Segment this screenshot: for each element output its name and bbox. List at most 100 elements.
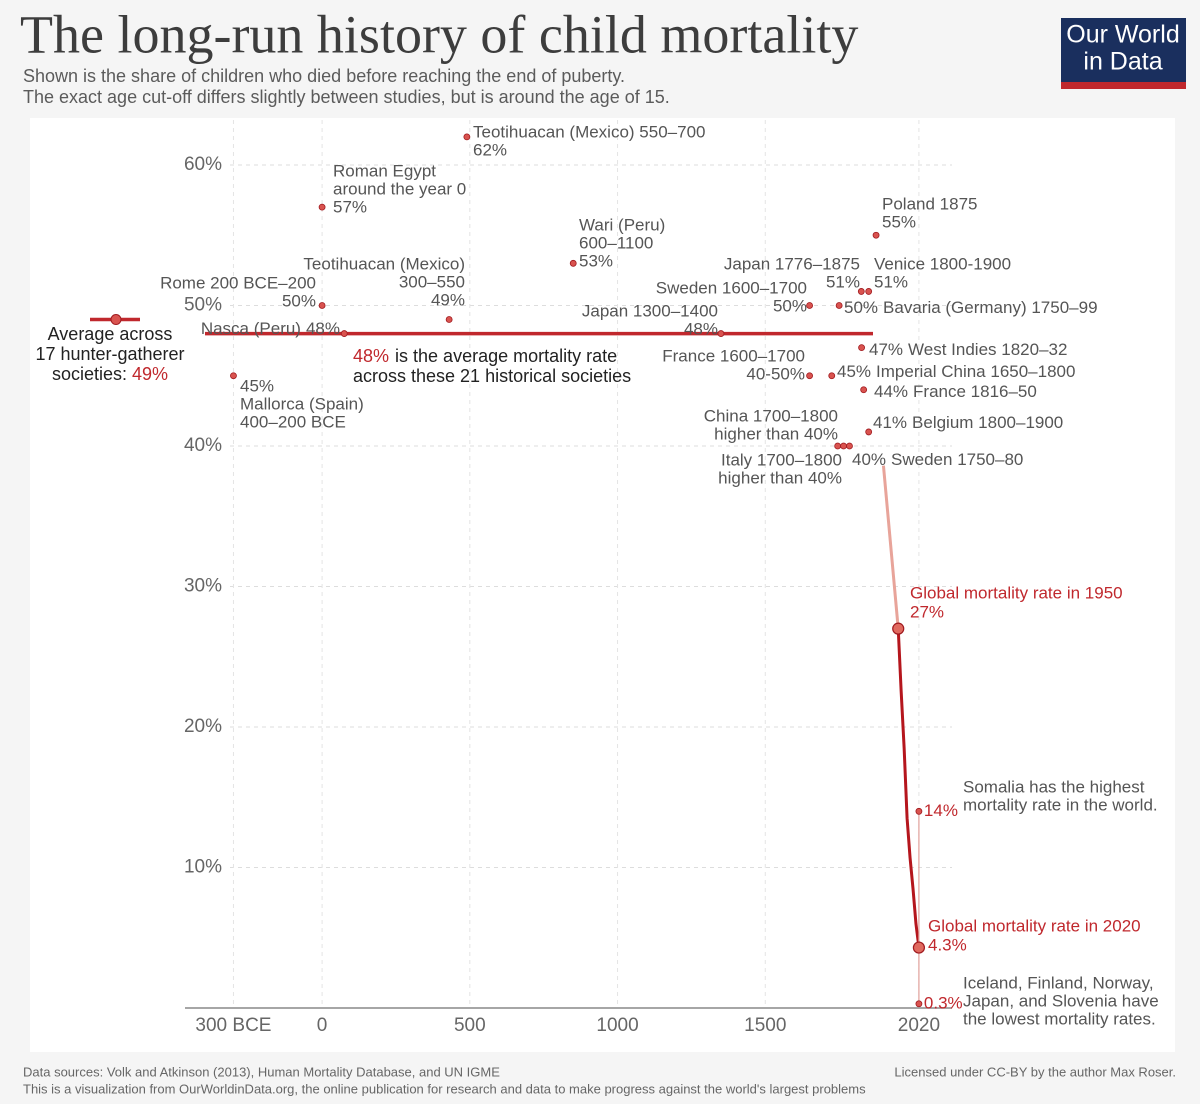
point [463, 133, 471, 141]
point [865, 288, 873, 295]
point-label: 47% West Indies 1820–32 [869, 340, 1067, 359]
annotation-text: Global mortality rate in 1950 [910, 583, 1123, 602]
hunter-gatherer-text: 17 hunter-gatherer [35, 344, 184, 364]
point [806, 372, 813, 380]
logo-text: in Data [1083, 48, 1162, 76]
point-label: Nasca (Peru) 48% [201, 319, 340, 338]
y-tick-label: 60% [184, 154, 222, 175]
x-tick-label: 0 [317, 1015, 328, 1036]
y-tick-label: 30% [184, 575, 222, 596]
sources: Data sources: Volk and Atkinson (2013), … [23, 1064, 500, 1079]
point-name: Sweden 1600–1700 [656, 278, 807, 297]
point-name: France 1816–50 [913, 382, 1037, 401]
plot-panel [30, 118, 1175, 1052]
x-tick-label: 2020 [898, 1015, 940, 1036]
point-label: 50% Bavaria (Germany) 1750–99 [844, 298, 1098, 317]
point [806, 302, 813, 309]
point-name: Venice 1800-1900 [874, 254, 1011, 273]
point-value: 45% [837, 362, 871, 381]
point-name: 300–550 [399, 272, 465, 291]
point-label: 41% Belgium 1800–1900 [873, 413, 1063, 432]
point [445, 316, 453, 323]
x-tick-label: 300 BCE [195, 1015, 271, 1036]
point [230, 372, 237, 380]
point [834, 442, 842, 450]
point-value: 40% [852, 450, 886, 469]
point [835, 302, 843, 309]
x-tick-label: 500 [454, 1015, 486, 1036]
annotation-value: 27% [910, 602, 944, 621]
subtitle: The exact age cut-off differs slightly b… [23, 87, 670, 107]
point-name: Nasca (Peru) [201, 319, 301, 338]
x-tick-label: 1500 [744, 1015, 786, 1036]
x-tick-label: 1000 [596, 1015, 638, 1036]
footer: This is a visualization from OurWorldinD… [23, 1081, 866, 1096]
point-value: 55% [882, 212, 916, 231]
point-name: Bavaria (Germany) 1750–99 [883, 298, 1098, 317]
point [828, 372, 836, 380]
point-name: Japan 1300–1400 [582, 301, 718, 320]
lowest-dot [915, 1000, 923, 1008]
point [840, 442, 847, 450]
point [857, 288, 865, 295]
highest-text: mortality rate in the world. [963, 795, 1158, 814]
point [846, 442, 853, 450]
point-value: 40-50% [746, 364, 805, 383]
point [318, 203, 326, 211]
annotation-text: Global mortality rate in 2020 [928, 916, 1141, 935]
annotation-dot [892, 622, 905, 635]
point-value: 47% [869, 340, 903, 359]
point [569, 259, 577, 267]
hunter-gatherer-text: societies: [52, 364, 127, 384]
highest-value: 14% [924, 801, 958, 820]
point-name: Sweden 1750–80 [891, 450, 1023, 469]
point-value: 51% [826, 272, 860, 291]
point [865, 428, 873, 436]
y-tick-label: 20% [184, 716, 222, 737]
point-name: West Indies 1820–32 [908, 340, 1067, 359]
point-name: Mallorca (Spain) [240, 394, 364, 413]
point-name: Poland 1875 [882, 194, 977, 213]
lowest-value: 0.3% [924, 993, 963, 1012]
chart-title: The long-run history of child mortality [20, 4, 858, 64]
logo-text: Our World [1066, 21, 1179, 49]
point [340, 330, 348, 337]
hunter-gatherer-value: 49% [132, 364, 168, 384]
point-value: higher than 40% [718, 468, 842, 487]
global-line [896, 628, 921, 948]
point-name: China 1700–1800 [704, 406, 838, 425]
point-value: 49% [431, 290, 465, 309]
point-label: 45% Imperial China 1650–1800 [837, 362, 1075, 381]
lowest-text: the lowest mortality rates. [963, 1009, 1156, 1028]
point-label: 44% France 1816–50 [874, 382, 1037, 401]
point-name: 400–200 BCE [240, 412, 346, 431]
point-value: 48% [306, 319, 340, 338]
point-name: Teotihuacan (Mexico) [303, 254, 465, 273]
point-value: 50% [844, 298, 878, 317]
point-name: Japan 1776–1875 [724, 254, 860, 273]
point [872, 231, 880, 239]
global-line [881, 465, 900, 629]
point [858, 344, 865, 352]
y-tick-label: 50% [184, 294, 222, 315]
point-name: 600–1100 [579, 233, 653, 252]
point [318, 302, 326, 309]
point-value: higher than 40% [714, 424, 838, 443]
hunter-gatherer-text: societies: 49% [52, 364, 168, 384]
point [860, 386, 868, 394]
point-value: 45% [240, 376, 274, 395]
subtitle: Shown is the share of children who died … [23, 66, 625, 86]
point-name: Italy 1700–1800 [721, 450, 842, 469]
point-name: Wari (Peru) [579, 215, 665, 234]
point-value: 51% [874, 272, 908, 291]
logo-bar [1061, 82, 1186, 89]
logo [1061, 18, 1186, 89]
point-value: 62% [473, 140, 507, 159]
point-name: Imperial China 1650–1800 [876, 362, 1075, 381]
annotation-dot [912, 941, 926, 954]
point-value: 57% [333, 197, 367, 216]
point-value: 50% [773, 296, 807, 315]
point-name: Belgium 1800–1900 [912, 413, 1063, 432]
average-value: 48% [353, 346, 389, 366]
